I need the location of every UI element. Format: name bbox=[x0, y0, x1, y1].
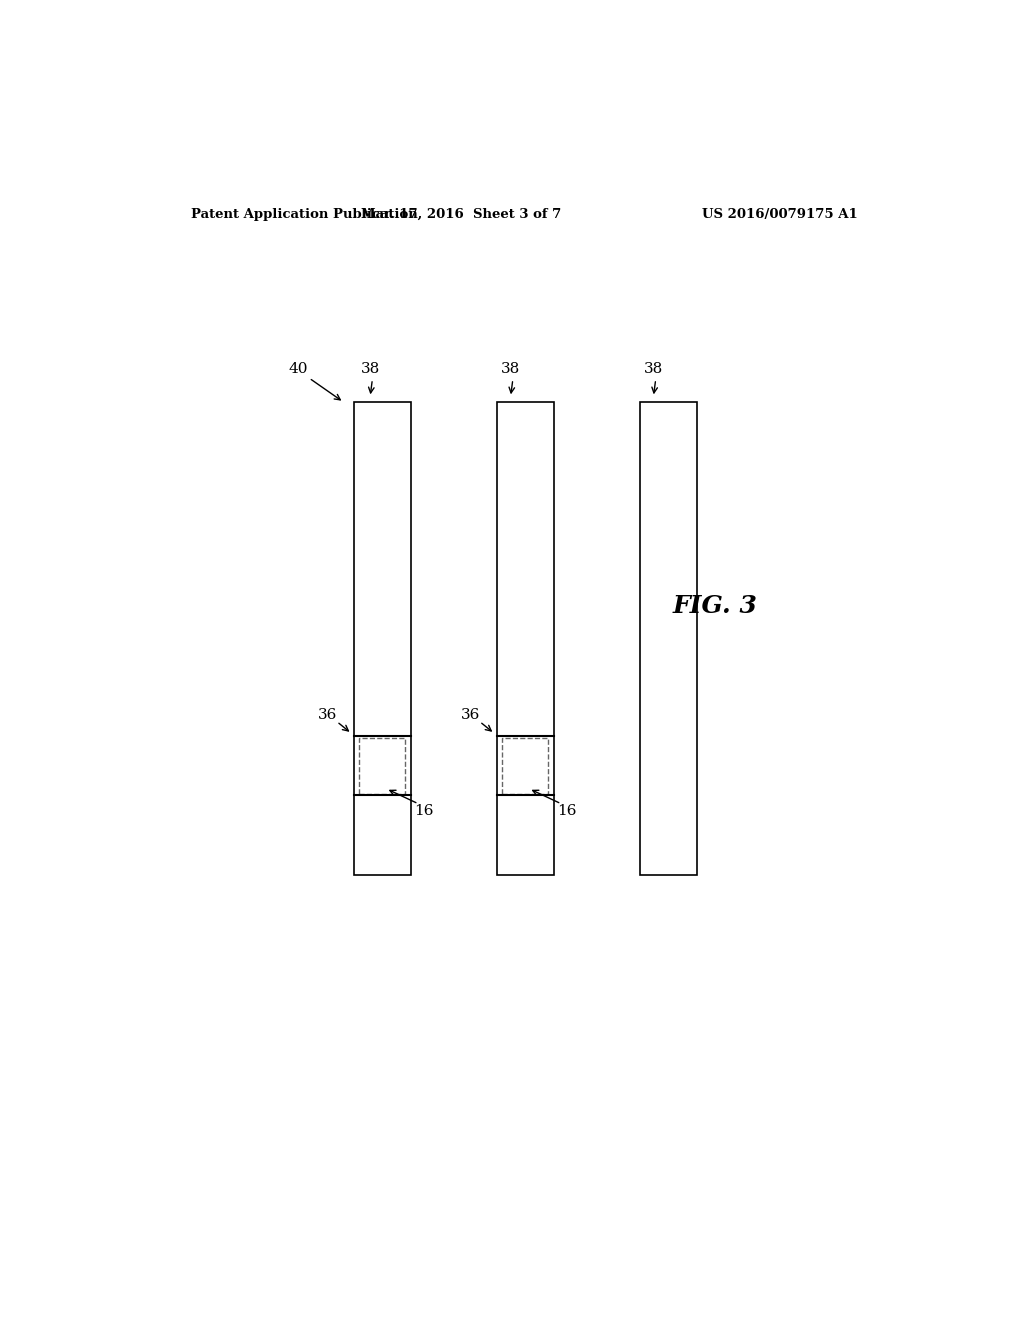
Bar bbox=[354, 403, 412, 875]
Bar bbox=[359, 738, 404, 793]
Text: 36: 36 bbox=[318, 709, 338, 722]
Text: 16: 16 bbox=[415, 804, 434, 818]
Text: 38: 38 bbox=[644, 362, 663, 376]
Bar bbox=[497, 403, 554, 875]
Text: FIG. 3: FIG. 3 bbox=[673, 594, 758, 618]
Text: 38: 38 bbox=[360, 362, 380, 376]
Text: Patent Application Publication: Patent Application Publication bbox=[191, 207, 418, 220]
Bar bbox=[640, 403, 697, 875]
Bar bbox=[502, 738, 548, 793]
Text: 16: 16 bbox=[557, 804, 577, 818]
Text: 36: 36 bbox=[461, 709, 480, 722]
Text: 40: 40 bbox=[289, 362, 308, 376]
Text: 38: 38 bbox=[501, 362, 520, 376]
Text: Mar. 17, 2016  Sheet 3 of 7: Mar. 17, 2016 Sheet 3 of 7 bbox=[361, 207, 561, 220]
Text: US 2016/0079175 A1: US 2016/0079175 A1 bbox=[702, 207, 858, 220]
